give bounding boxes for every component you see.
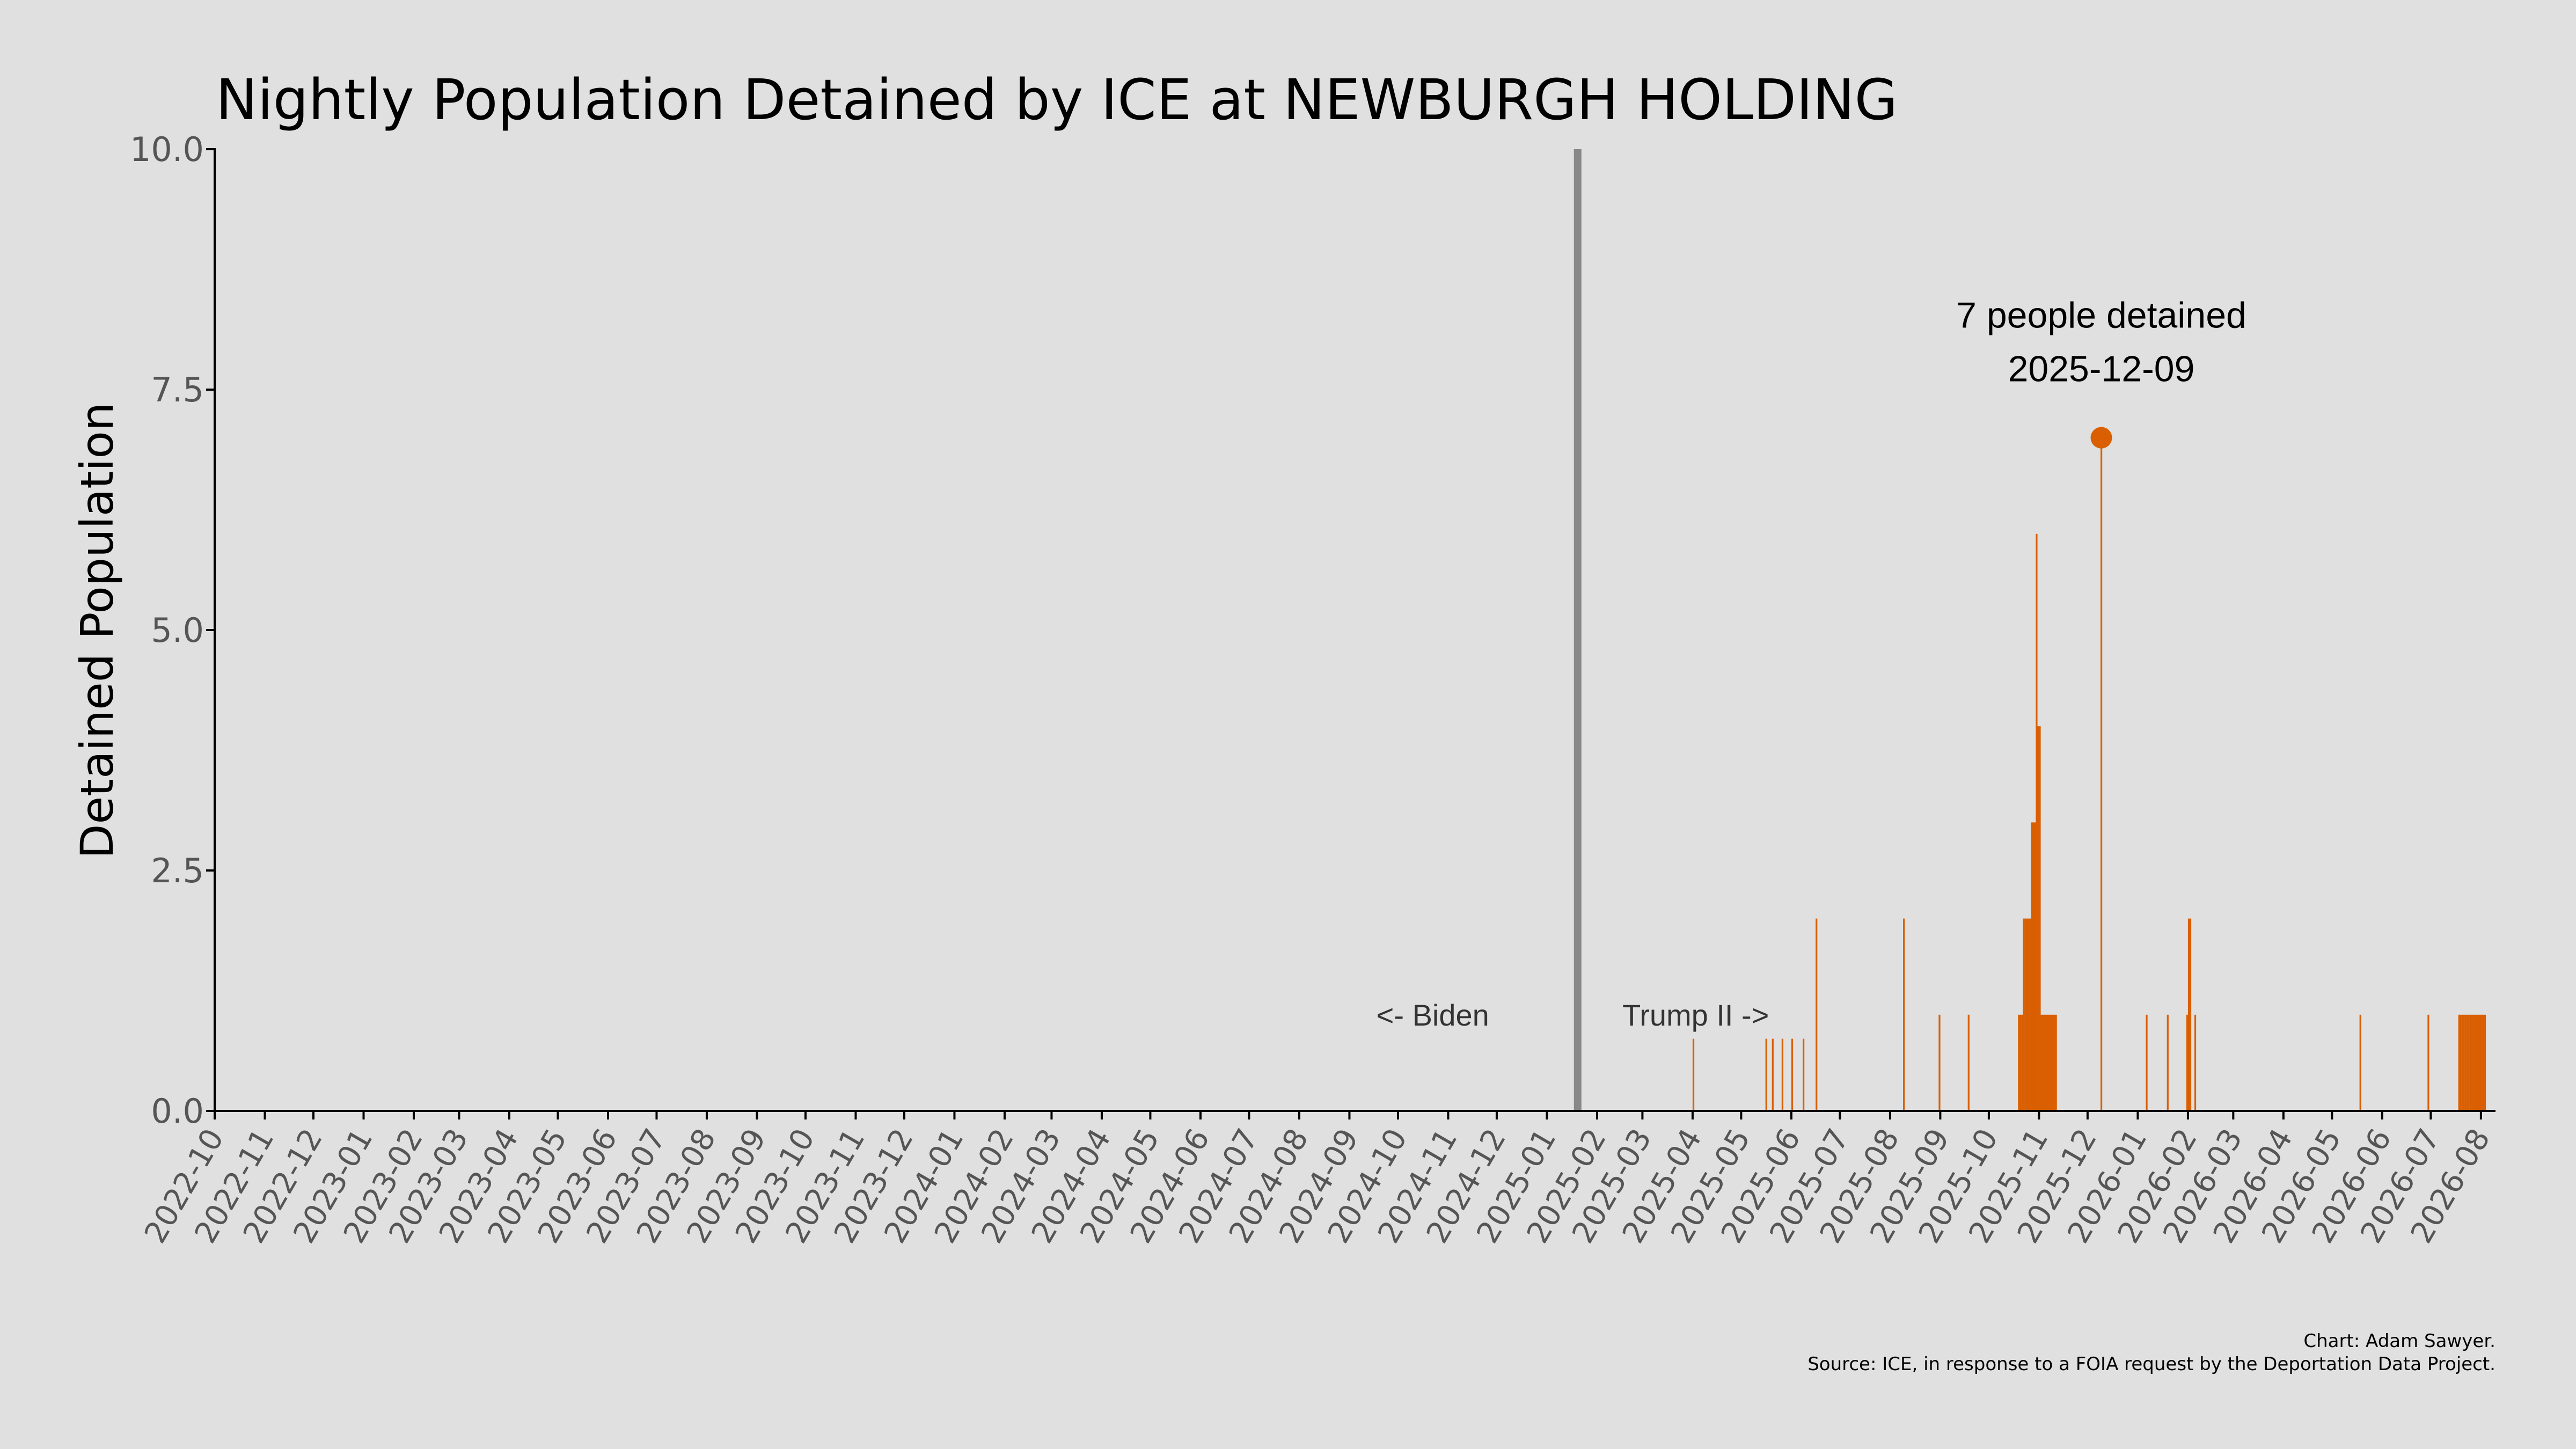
chart-title: Nightly Population Detained by ICE at NE…: [216, 67, 1898, 133]
bar: [2461, 1014, 2463, 1111]
chart-credit: Chart: Adam Sawyer.: [2303, 1330, 2496, 1352]
peak-annotation-label: 7 people detained: [1956, 295, 2246, 336]
bar: [2427, 1014, 2429, 1111]
era-label-biden: <- Biden: [1377, 998, 1489, 1032]
bar: [1903, 918, 1905, 1111]
y-axis-ticks: 0.0 2.5 5.0 7.5 10.0: [130, 130, 215, 1131]
bar: [2028, 918, 2030, 1111]
y-axis-label: Detained Population: [71, 402, 123, 859]
bar: [2187, 918, 2190, 1111]
bar: [2053, 1014, 2055, 1111]
bar: [2029, 918, 2031, 1111]
bar: [1938, 1014, 1941, 1111]
bar: [1772, 1038, 1774, 1111]
bar: [2042, 1014, 2044, 1111]
bar: [2034, 822, 2036, 1111]
bar: [2186, 1014, 2189, 1111]
bar: [2024, 918, 2026, 1111]
bar: [2464, 1014, 2467, 1111]
bar: [2458, 1014, 2460, 1111]
bar: [2021, 1014, 2023, 1111]
bar: [2479, 1014, 2482, 1111]
bar: [2468, 1014, 2470, 1111]
bar: [2476, 1014, 2478, 1111]
bar: [2472, 1014, 2475, 1111]
bar: [2146, 1014, 2148, 1111]
bar: [2026, 918, 2028, 1111]
bar: [2040, 1014, 2043, 1111]
bar: [2018, 1014, 2020, 1111]
bar: [2023, 918, 2025, 1111]
bar: [1692, 1038, 1695, 1111]
bar: [2477, 1014, 2480, 1111]
bar: [2055, 1014, 2057, 1111]
bar: [2189, 918, 2192, 1111]
bar: [2466, 1014, 2468, 1111]
bar: [1816, 918, 1818, 1111]
bar: [2359, 1014, 2361, 1111]
bar: [1967, 1014, 1970, 1111]
bar: [2032, 822, 2035, 1111]
bar: [2045, 1014, 2047, 1111]
y-tick-label: 2.5: [151, 851, 204, 890]
bar: [2031, 822, 2033, 1111]
bar: [2039, 726, 2041, 1111]
bar: [2167, 1014, 2169, 1111]
peak-marker: [2090, 427, 2112, 449]
bar: [2036, 533, 2038, 1111]
bar: [2469, 1014, 2471, 1111]
bar: [1781, 1038, 1783, 1111]
bar: [2037, 726, 2039, 1111]
bar: [2484, 1014, 2486, 1111]
y-tick-label: 10.0: [130, 130, 204, 169]
bar: [2480, 1014, 2483, 1111]
bar: [2019, 1014, 2022, 1111]
bar: [2047, 1014, 2049, 1111]
bar: [1765, 1038, 1767, 1111]
y-tick-label: 5.0: [151, 611, 204, 650]
chart-source: Source: ICE, in response to a FOIA reque…: [1807, 1353, 2496, 1375]
bar: [2471, 1014, 2473, 1111]
y-tick-label: 0.0: [151, 1092, 204, 1131]
y-tick-label: 7.5: [151, 370, 204, 409]
bar: [2050, 1014, 2052, 1111]
bar: [2460, 1014, 2462, 1111]
bar: [2482, 1014, 2485, 1111]
bar: [1791, 1038, 1794, 1111]
bar: [2048, 1014, 2051, 1111]
bar: [2101, 437, 2103, 1111]
bar: [2044, 1014, 2046, 1111]
bars-layer: [1692, 437, 2486, 1111]
era-label-trump: Trump II ->: [1622, 998, 1769, 1032]
x-axis-ticks: 2022-102022-112022-122023-012023-022023-…: [138, 1111, 2497, 1249]
bar: [1803, 1038, 1805, 1111]
bar: [2474, 1014, 2476, 1111]
bar: [2052, 1014, 2054, 1111]
bar: [2194, 1014, 2197, 1111]
peak-annotation-date: 2025-12-09: [2008, 349, 2195, 390]
bar: [2463, 1014, 2465, 1111]
